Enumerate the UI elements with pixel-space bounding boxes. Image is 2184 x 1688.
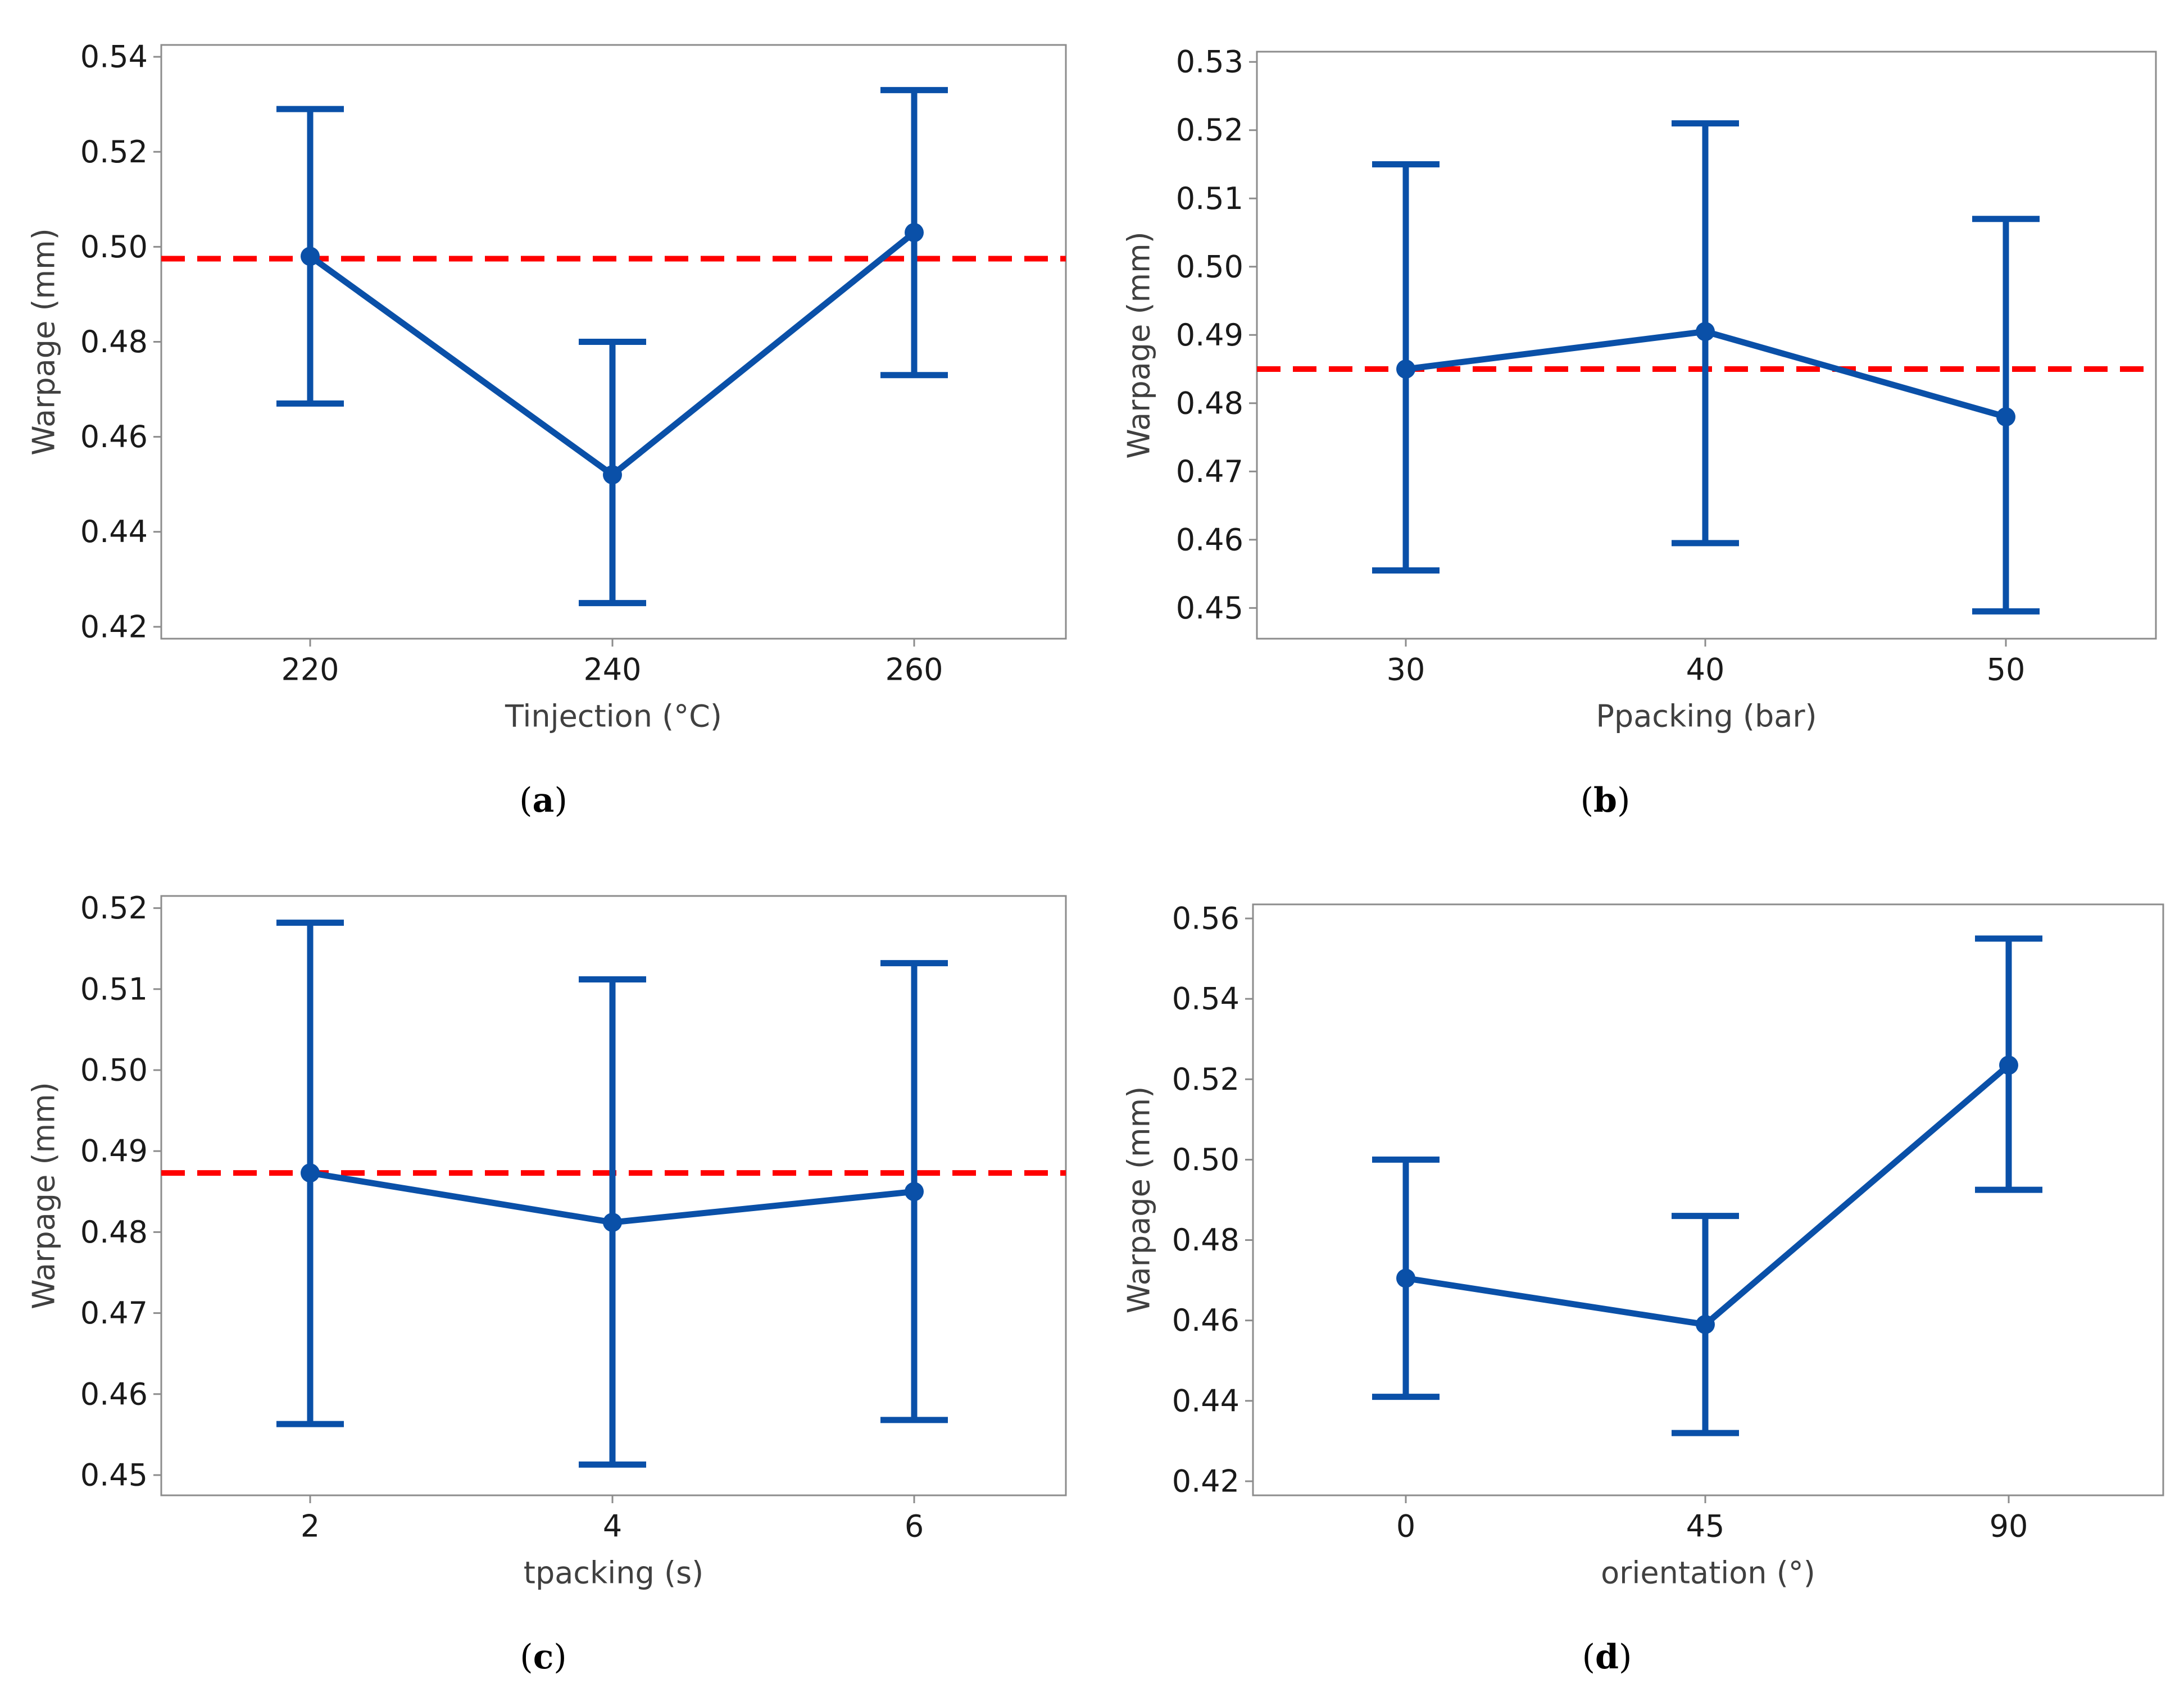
y-tick-label: 0.48 xyxy=(1176,385,1243,421)
y-tick-label: 0.56 xyxy=(1172,901,1239,936)
x-tick-label: 220 xyxy=(281,652,339,688)
y-tick-label: 0.46 xyxy=(1176,522,1243,557)
data-point xyxy=(1696,1314,1715,1334)
y-tick-label: 0.47 xyxy=(1176,454,1243,489)
y-tick-label: 0.48 xyxy=(80,324,148,360)
x-tick-label: 260 xyxy=(885,652,943,688)
caption-letter: c xyxy=(533,1637,554,1677)
x-tick-label: 50 xyxy=(1987,652,2026,688)
y-axis-title: Warpage (mm) xyxy=(1121,1086,1157,1314)
caption-paren-close: ) xyxy=(553,1637,566,1677)
y-axis-title: Warpage (mm) xyxy=(26,1082,62,1309)
chart-panel-b: 0.45 0.46 0.47 0.48 0.49 0.50 0.51 0.52 0.53 30 40… xyxy=(1121,44,2157,820)
caption-paren-open: ( xyxy=(520,1637,533,1677)
y-tick-label: 0.54 xyxy=(80,39,148,75)
x-tick-label: 30 xyxy=(1387,652,1425,688)
y-axis-title: Warpage (mm) xyxy=(26,228,62,456)
x-tick-label: 90 xyxy=(1990,1509,2028,1544)
data-point xyxy=(1999,1055,2018,1075)
y-tick-label: 0.47 xyxy=(80,1295,148,1331)
y-tick-label: 0.51 xyxy=(1176,181,1243,216)
panel-caption: (a) xyxy=(519,781,567,820)
data-point xyxy=(905,223,924,243)
caption-paren-close: ) xyxy=(554,781,567,820)
x-tick-label: 4 xyxy=(603,1509,622,1544)
y-tick-label: 0.48 xyxy=(1172,1222,1239,1258)
x-tick-label: 6 xyxy=(905,1509,924,1544)
caption-paren-close: ) xyxy=(1617,781,1630,820)
y-tick-label: 0.42 xyxy=(80,609,148,644)
y-tick-label: 0.52 xyxy=(80,134,148,170)
caption-letter: a xyxy=(533,781,555,820)
y-tick-label: 0.48 xyxy=(80,1214,148,1250)
caption-letter: d xyxy=(1595,1637,1619,1677)
caption-letter: b xyxy=(1593,781,1617,820)
data-point xyxy=(1696,322,1715,342)
data-point xyxy=(301,1163,320,1183)
x-tick-label: 45 xyxy=(1686,1509,1725,1544)
data-point xyxy=(905,1182,924,1202)
data-point xyxy=(603,465,622,485)
y-tick-label: 0.46 xyxy=(80,419,148,454)
y-tick-label: 0.49 xyxy=(80,1134,148,1169)
x-axis-title: tpacking (s) xyxy=(524,1555,703,1591)
x-axis-title: Ppacking (bar) xyxy=(1596,699,1817,734)
y-tick-label: 0.50 xyxy=(1176,249,1243,284)
panel-caption: (c) xyxy=(520,1637,566,1677)
x-tick-label: 0 xyxy=(1396,1509,1415,1544)
y-tick-label: 0.44 xyxy=(1172,1383,1239,1418)
chart-panel-d: 0.42 0.44 0.46 0.48 0.50 0.52 0.54 0.56 0 45 90 ori… xyxy=(1121,901,2164,1677)
y-tick-label: 0.50 xyxy=(80,1053,148,1088)
x-axis-title: orientation (°) xyxy=(1601,1555,1815,1591)
y-tick-label: 0.52 xyxy=(1172,1062,1239,1097)
y-tick-label: 0.46 xyxy=(80,1376,148,1412)
y-tick-label: 0.50 xyxy=(1172,1142,1239,1177)
y-tick-label: 0.45 xyxy=(80,1457,148,1493)
data-point xyxy=(301,247,320,266)
x-tick-label: 240 xyxy=(583,652,641,688)
plot-frame xyxy=(1252,903,2164,1496)
data-point xyxy=(603,1213,622,1232)
chart-panel-c: 0.45 0.46 0.47 0.48 0.49 0.50 0.51 0.52 2 4 6 tpack… xyxy=(26,890,1067,1677)
panel-caption: (b) xyxy=(1581,781,1631,820)
plot-frame xyxy=(160,895,1067,1496)
y-axis-title: Warpage (mm) xyxy=(1121,231,1157,459)
plot-frame xyxy=(1256,51,2157,640)
y-tick-label: 0.46 xyxy=(1172,1303,1239,1338)
data-point xyxy=(1396,1268,1415,1288)
y-tick-label: 0.50 xyxy=(80,229,148,265)
y-tick-label: 0.45 xyxy=(1176,590,1243,626)
y-tick-label: 0.53 xyxy=(1176,44,1243,80)
panel-caption: (d) xyxy=(1582,1637,1632,1677)
y-tick-label: 0.52 xyxy=(80,890,148,926)
caption-paren-close: ) xyxy=(1619,1637,1632,1677)
caption-paren-open: ( xyxy=(519,781,532,820)
caption-paren-open: ( xyxy=(1581,781,1593,820)
x-tick-label: 40 xyxy=(1686,652,1725,688)
y-tick-label: 0.52 xyxy=(1176,112,1243,148)
y-tick-label: 0.44 xyxy=(80,514,148,549)
y-tick-label: 0.51 xyxy=(80,971,148,1007)
x-axis-title: Tinjection (°C) xyxy=(505,699,722,734)
data-point xyxy=(1996,407,2015,427)
y-tick-label: 0.49 xyxy=(1176,317,1243,353)
y-tick-label: 0.54 xyxy=(1172,981,1239,1017)
data-point xyxy=(1396,360,1415,379)
caption-paren-open: ( xyxy=(1582,1637,1595,1677)
y-tick-label: 0.42 xyxy=(1172,1463,1239,1499)
chart-panel-a: 0.42 0.44 0.46 0.48 0.50 0.52 0.54 220 240 260 Tin… xyxy=(26,39,1067,820)
x-tick-label: 2 xyxy=(301,1509,320,1544)
